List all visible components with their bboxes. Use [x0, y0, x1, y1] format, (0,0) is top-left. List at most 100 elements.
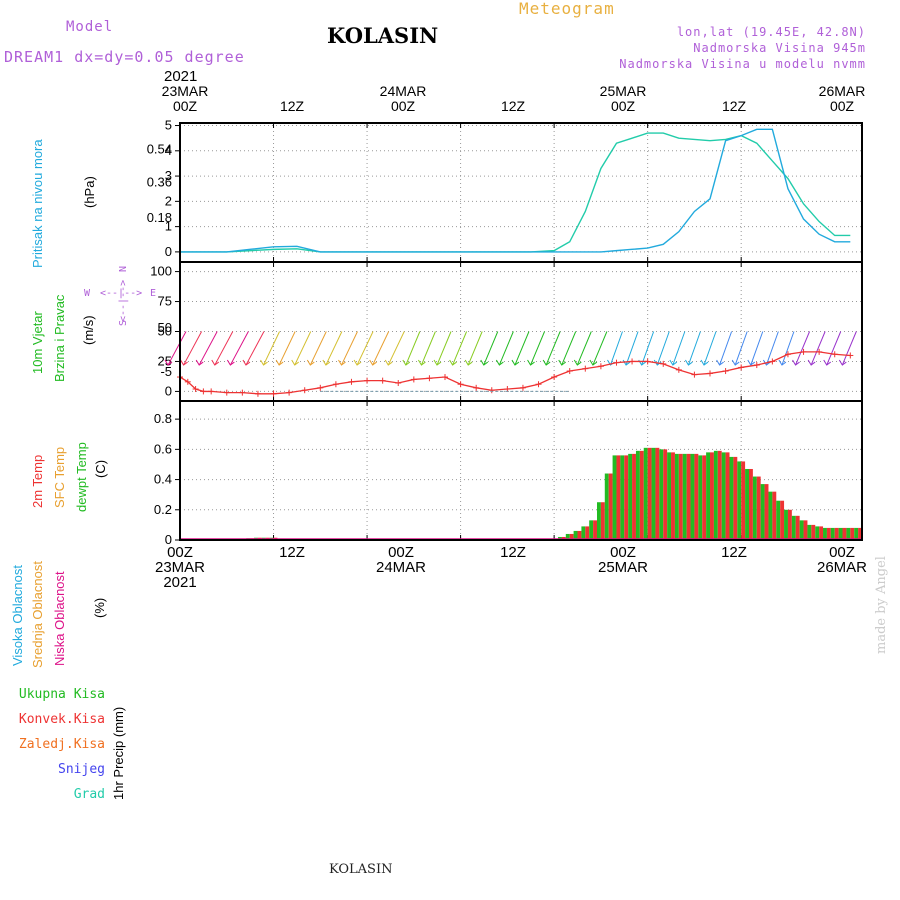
- precip-bar-green: [612, 455, 617, 540]
- wind-arrow: [672, 331, 686, 366]
- wind-arrow: [245, 331, 265, 366]
- temperature-line: [179, 351, 851, 395]
- precip-bar-red: [577, 530, 582, 540]
- y-tick-label: 0: [165, 383, 172, 398]
- precip-bar-green: [589, 520, 594, 540]
- bottom-tick-5: 12Z: [704, 545, 764, 560]
- wind-arrow: [467, 331, 483, 366]
- y-tick-label: 0.54: [147, 142, 172, 157]
- y-tick-label: 5: [165, 118, 172, 133]
- precip-bar-red: [787, 509, 792, 540]
- precip-bar-red: [733, 456, 738, 540]
- wind-arrowhead: [369, 359, 377, 366]
- bottom-tick-6: 00Z 26MAR: [812, 545, 872, 575]
- wind-arrow: [610, 331, 623, 366]
- top-tick-0: 23MAR 00Z: [155, 84, 215, 114]
- wind-arrowhead: [589, 359, 598, 366]
- wind-arrowhead: [260, 359, 268, 366]
- precip-bar-red: [600, 502, 605, 540]
- precip-bar-red: [717, 450, 722, 540]
- precip-bar-green: [674, 453, 679, 540]
- wind-arrow: [309, 331, 327, 366]
- y-tick-label: 2: [165, 193, 172, 208]
- top-tick-5: 12Z: [704, 99, 764, 114]
- precip-bar-green: [573, 530, 578, 540]
- precip-bar-red: [834, 527, 839, 540]
- precip-bar-red: [655, 447, 660, 540]
- precip-bar-red: [725, 452, 730, 540]
- wind-arrowhead: [226, 359, 235, 366]
- precip-bar-green: [581, 526, 586, 540]
- precip-bar-green: [823, 527, 827, 540]
- y-tick-label: 0.36: [147, 174, 172, 189]
- wind-arrowhead: [338, 359, 346, 366]
- precip-bar-red: [858, 527, 862, 540]
- wind-arrow: [341, 331, 358, 366]
- precip-bar-green: [737, 461, 742, 540]
- precip-bar-red: [842, 527, 847, 540]
- wind-arrowhead: [211, 359, 220, 366]
- precip-bar-red: [632, 453, 636, 540]
- precip-bar-red: [663, 449, 668, 540]
- precip-legend-item: Snijeg: [58, 762, 105, 777]
- wind-arrow: [387, 331, 405, 366]
- wind-arrowhead: [558, 359, 567, 366]
- tick-date: 24MAR: [375, 559, 427, 576]
- tick-date: 23MAR: [161, 83, 209, 99]
- wind-arrowhead: [700, 359, 709, 366]
- lonlat-label: lon,lat (19.45E, 42.8N): [676, 25, 866, 39]
- tick-hour: 00Z: [829, 544, 855, 561]
- wind-arrowhead: [480, 359, 489, 366]
- precip-bar-green: [721, 452, 726, 540]
- y-tick-label: 0: [165, 532, 172, 547]
- precip-bar-green: [635, 450, 640, 540]
- wind-arrowhead: [322, 359, 331, 366]
- precip-bar-green: [706, 452, 711, 540]
- compass-h-arrows: <--|-->: [100, 288, 143, 299]
- meteogram-label: Meteogram: [519, 0, 615, 18]
- precip-bar-green: [846, 527, 851, 540]
- wind-arrowhead: [495, 359, 504, 366]
- precip-bar-green: [791, 515, 796, 540]
- precip-bar-red: [811, 524, 816, 540]
- wind-arrow: [498, 331, 514, 366]
- wind-arrow: [278, 331, 296, 366]
- altitude-label: Nadmorska Visina 945m: [693, 41, 866, 55]
- precip-bar-green: [815, 526, 820, 540]
- wind-arrow: [826, 331, 842, 366]
- wind-arrow: [198, 331, 218, 366]
- y-tick-label: 0.2: [154, 502, 172, 517]
- precip-bar-red: [819, 526, 824, 540]
- panel-frames: [179, 122, 863, 541]
- wind-arrow: [576, 331, 592, 366]
- wind-arrow: [625, 331, 639, 366]
- precip-panel: 0.8 0.6 0.4 0.2 0: [154, 401, 862, 547]
- precip-bar-red: [795, 515, 800, 540]
- wind-arrowhead: [511, 359, 520, 366]
- tick-hour: 00Z: [388, 544, 414, 561]
- tick-date: 23MAR: [154, 559, 206, 576]
- y-tick-label: 1: [165, 219, 172, 234]
- wind-arrowhead: [464, 359, 473, 366]
- top-tick-6: 26MAR 00Z: [812, 84, 872, 114]
- compass-e: E: [150, 288, 157, 299]
- wind-arrow: [294, 331, 312, 366]
- precip-bar-green: [760, 484, 765, 540]
- precip-bar-red: [780, 500, 785, 540]
- wind-arrowhead: [731, 359, 740, 366]
- tick-hour: 12Z: [279, 544, 305, 561]
- wind-arrow: [841, 331, 857, 366]
- wind-arrowhead: [180, 359, 188, 366]
- wind-arrow: [325, 331, 343, 366]
- precip-bar-green: [776, 500, 781, 540]
- precip-bar-red: [608, 473, 613, 540]
- bottom-tick-2: 00Z 24MAR: [371, 545, 431, 575]
- wind-arrow: [483, 331, 499, 366]
- precip-bar-green: [854, 527, 859, 540]
- wind-arrow: [514, 331, 530, 366]
- tick-hour: 12Z: [500, 544, 526, 561]
- precip-bar-red: [678, 453, 683, 540]
- precip-legend-item: Konvek.Kisa: [18, 712, 105, 727]
- precip-bar-red: [741, 461, 746, 540]
